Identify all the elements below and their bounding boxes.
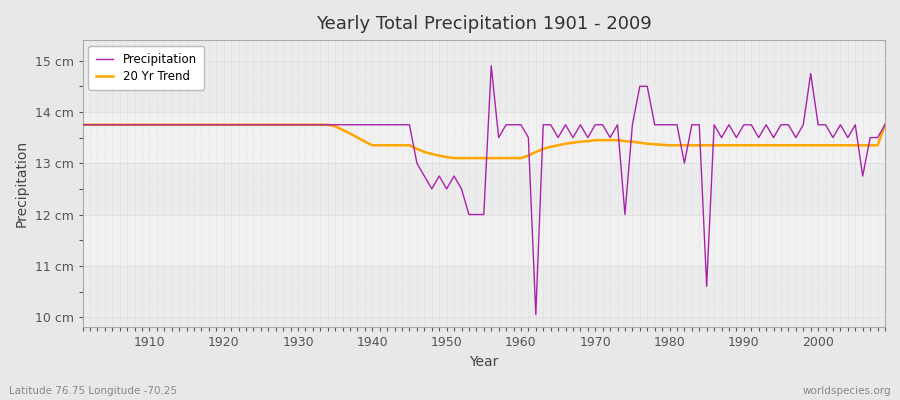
- 20 Yr Trend: [879, 122, 890, 127]
- Text: worldspecies.org: worldspecies.org: [803, 386, 891, 396]
- Precipitation: [300, 122, 310, 127]
- Line: Precipitation: Precipitation: [83, 66, 885, 314]
- Precipitation: [879, 122, 890, 127]
- 20 Yr Trend: [77, 122, 88, 127]
- Y-axis label: Precipitation: Precipitation: [15, 140, 29, 227]
- Title: Yearly Total Precipitation 1901 - 2009: Yearly Total Precipitation 1901 - 2009: [316, 15, 652, 33]
- Precipitation: [530, 312, 541, 317]
- Line: 20 Yr Trend: 20 Yr Trend: [83, 125, 885, 158]
- 20 Yr Trend: [523, 153, 534, 158]
- Precipitation: [516, 122, 526, 127]
- Precipitation: [619, 212, 630, 217]
- Precipitation: [345, 122, 356, 127]
- Bar: [83, 214, 885, 266]
- 20 Yr Trend: [449, 156, 460, 160]
- 20 Yr Trend: [345, 131, 356, 136]
- Bar: [83, 112, 885, 163]
- 20 Yr Trend: [300, 122, 310, 127]
- Precipitation: [137, 122, 148, 127]
- Precipitation: [523, 135, 534, 140]
- Text: Latitude 76.75 Longitude -70.25: Latitude 76.75 Longitude -70.25: [9, 386, 177, 396]
- 20 Yr Trend: [137, 122, 148, 127]
- X-axis label: Year: Year: [469, 355, 499, 369]
- 20 Yr Trend: [516, 156, 526, 160]
- Legend: Precipitation, 20 Yr Trend: Precipitation, 20 Yr Trend: [88, 46, 204, 90]
- Precipitation: [486, 63, 497, 68]
- Precipitation: [77, 122, 88, 127]
- 20 Yr Trend: [612, 138, 623, 142]
